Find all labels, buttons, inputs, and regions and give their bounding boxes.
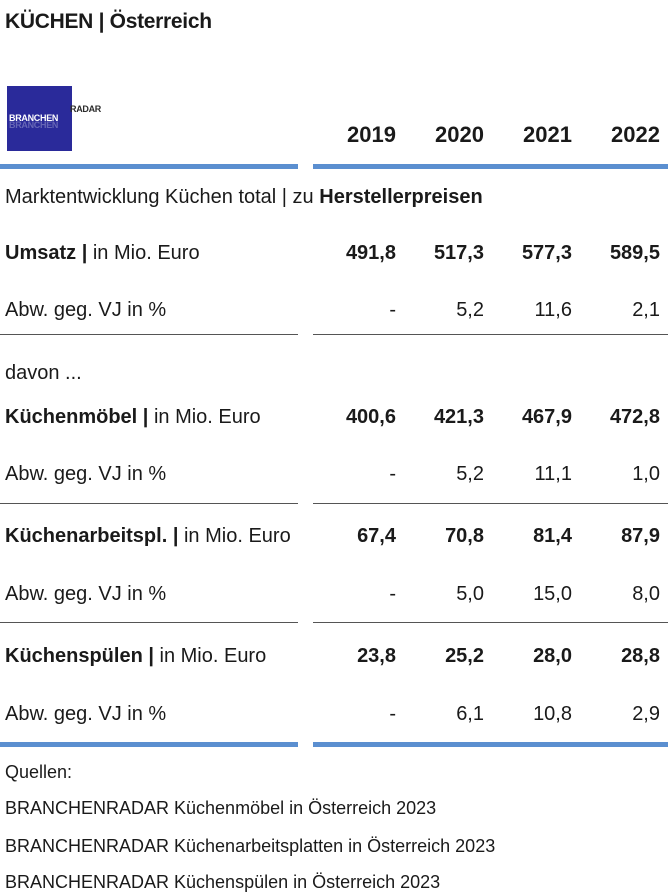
value-2021: 28,0 [533,645,572,667]
table-row: Abw. geg. VJ in % - 6,1 10,8 2,9 [0,703,668,733]
year-header-2020: 2020 [435,122,484,147]
row-label-rest: in Mio. Euro [87,242,200,264]
year-header-2019: 2019 [347,122,396,147]
value-2021: 10,8 [533,703,572,725]
divider-left [0,622,298,623]
divider-right [313,503,668,504]
brancheradar-logo: BRANCHEN BRANCHEN RADAR [7,86,101,151]
year-header-2021: 2021 [523,122,572,147]
value-2019: - [389,703,396,725]
row-label: Abw. geg. VJ in % [5,583,167,605]
value-2022: 589,5 [609,242,660,264]
row-label-bold: Küchenmöbel | [5,406,149,428]
row-label-bold: Küchenarbeitspl. | [5,525,179,547]
value-2019: 491,8 [345,242,396,264]
value-2020: 25,2 [445,645,484,667]
table-row: Küchenspülen | in Mio. Euro 23,8 25,2 28… [0,645,668,675]
header-rule-left [0,164,298,169]
row-label: Abw. geg. VJ in % [5,703,167,725]
value-2021: 11,6 [534,299,572,321]
footer-rule-right [313,742,668,747]
value-2019: - [389,299,396,321]
row-label-rest: in Mio. Euro [153,645,267,667]
value-2020: 6,1 [456,703,484,725]
table-row: Abw. geg. VJ in % - 5,2 11,1 1,0 [0,463,668,493]
source-item: BRANCHENRADAR Küchenspülen in Österreich… [5,872,441,892]
row-label: Umsatz | in Mio. Euro [5,242,200,265]
value-2022: 8,0 [632,583,660,605]
divider-left [0,503,298,504]
header-rule-right [313,164,668,169]
divider-right [313,334,668,335]
value-2021: 81,4 [533,525,572,547]
value-2019: 67,4 [357,525,396,547]
row-label: Küchenmöbel | in Mio. Euro [5,406,261,429]
source-item: BRANCHENRADAR Küchenarbeitsplatten in Ös… [5,836,496,856]
value-2019: 23,8 [357,645,396,667]
value-2020: 5,0 [456,583,484,605]
value-2022: 28,8 [621,645,660,667]
row-label: Abw. geg. VJ in % [5,463,167,485]
value-2022: 1,0 [632,463,660,485]
value-2020: 70,8 [445,525,484,547]
row-label-bold: Küchenspülen | [5,645,154,667]
value-2022: 2,1 [632,299,660,321]
value-2021: 15,0 [533,583,572,605]
value-2022: 2,9 [632,703,660,725]
table-row: Abw. geg. VJ in % - 5,0 15,0 8,0 [0,583,668,613]
value-2022: 87,9 [621,525,660,547]
value-2021: 11,1 [534,463,572,485]
sources-heading: Quellen: [5,762,73,782]
divider-left [0,334,298,335]
footer-rule-left [0,742,298,747]
row-label: Abw. geg. VJ in % [5,299,167,321]
page-title: KÜCHEN | Österreich [5,10,212,33]
logo-tail-text: RADAR [70,104,101,114]
row-label: Küchenarbeitspl. | in Mio. Euro [5,525,291,548]
year-header-2022: 2022 [611,122,660,147]
table-row: Küchenarbeitspl. | in Mio. Euro 67,4 70,… [0,525,668,555]
section-heading-prefix: Marktentwicklung Küchen total | zu [5,186,320,208]
value-2019: - [389,583,396,605]
row-label-rest: in Mio. Euro [178,525,291,547]
value-2019: - [389,463,396,485]
logo-shadow-text: BRANCHEN [9,120,59,130]
value-2021: 577,3 [521,242,572,264]
table-row: Küchenmöbel | in Mio. Euro 400,6 421,3 4… [0,406,668,436]
table-row: Abw. geg. VJ in % - 5,2 11,6 2,1 [0,299,668,329]
value-2020: 421,3 [433,406,484,428]
section-heading-bold: Herstellerpreisen [319,186,483,208]
table-row: Umsatz | in Mio. Euro 491,8 517,3 577,3 … [0,242,668,272]
davon-label: davon ... [5,362,82,384]
logo-brand-text: BRANCHEN [9,113,59,123]
row-label-rest: in Mio. Euro [148,406,261,428]
row-label: Küchenspülen | in Mio. Euro [5,645,266,668]
value-2020: 5,2 [456,463,484,485]
section-heading: Marktentwicklung Küchen total | zu Herst… [5,186,483,209]
value-2022: 472,8 [609,406,660,428]
value-2020: 5,2 [456,299,484,321]
value-2021: 467,9 [521,406,572,428]
divider-right [313,622,668,623]
source-item: BRANCHENRADAR Küchenmöbel in Österreich … [5,798,437,818]
value-2020: 517,3 [433,242,484,264]
value-2019: 400,6 [345,406,396,428]
row-label-bold: Umsatz | [5,242,88,264]
